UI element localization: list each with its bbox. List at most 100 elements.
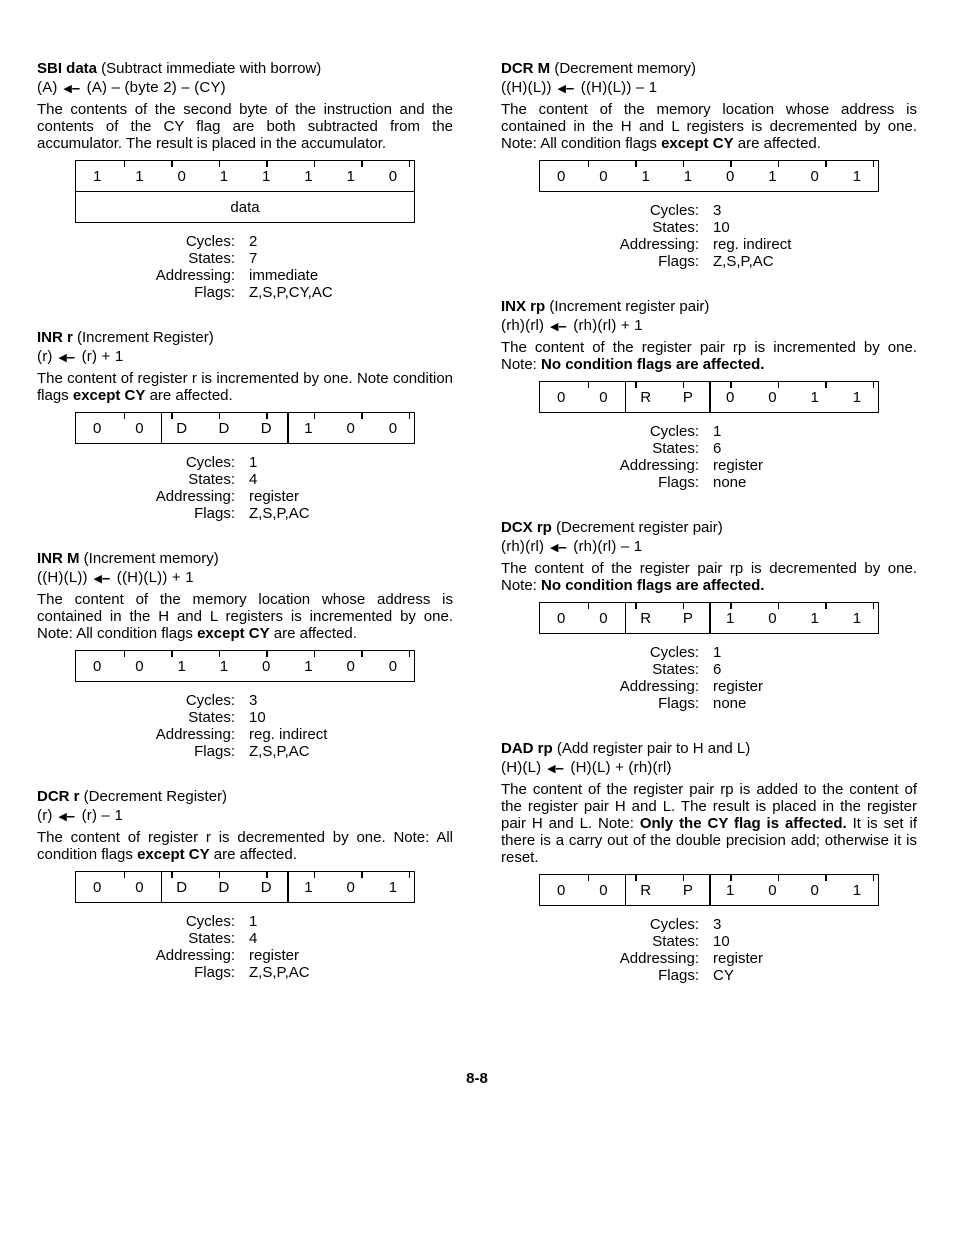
sbi-opcode-bit-4: 1 [245,161,287,191]
dcx_rp-name: DCX rp [501,519,552,536]
dcr_r-opcode-row-0: 00DDD101 [75,871,415,903]
dcr_m-spec-value-flags: Z,S,P,AC [713,253,839,270]
inr_r-spec: Cycles:1States:4Addressing:registerFlags… [115,454,375,522]
left-arrow-icon: ◂– [551,538,567,556]
inr_r-opcode-bit-7: 0 [372,413,414,443]
inr_r-opcode-bit-5: 1 [287,413,329,443]
inx_rp-header: INX rp (Increment register pair) [501,298,917,315]
dcr_m-opcode-bit-5: 1 [751,161,793,191]
dcx_rp-spec: Cycles:1States:6Addressing:registerFlags… [579,644,839,712]
dad_rp-opcode-bit-6: 0 [794,875,836,905]
inr_m-spec-value-addressing: reg. indirect [249,726,375,743]
inx_rp-operation: (rh)(rl) ◂– (rh)(rl) + 1 [501,317,917,335]
sbi-spec: Cycles:2States:7Addressing:immediateFlag… [115,233,375,301]
dcr_r-spec-row-states: States:4 [115,930,375,947]
inr_r-operation: (r) ◂– (r) + 1 [37,348,453,366]
sbi-opcode-bit-6: 1 [330,161,372,191]
dcr_r-spec-row-cycles: Cycles:1 [115,913,375,930]
dcx_rp-opcode-bit-4: 1 [709,603,751,633]
dcr_m-spec-value-cycles: 3 [713,202,839,219]
dcx_rp-paren: (Decrement register pair) [552,519,723,536]
left-arrow-icon: ◂– [548,759,564,777]
dcr_m-opcode: 00110101 [539,160,879,192]
inx_rp-spec-label-addressing: Addressing: [579,457,713,474]
inr_r-opcode-sep-2 [161,413,163,443]
inr_m-opcode-bit-7: 0 [372,651,414,681]
inx_rp-spec-value-cycles: 1 [713,423,839,440]
dcr_r-spec-value-addressing: register [249,947,375,964]
inx_rp-opcode-sep-2 [625,382,627,412]
dcx_rp-description: The content of the register pair rp is d… [501,560,917,594]
inx_rp-spec-row-cycles: Cycles:1 [579,423,839,440]
sbi-opcode-bit-0: 1 [76,161,118,191]
inr_m-spec-value-states: 10 [249,709,375,726]
dcx_rp-opcode-bit-2: R [625,603,667,633]
dcr_m-spec-value-states: 10 [713,219,839,236]
dcr_r-spec-value-cycles: 1 [249,913,375,930]
inr_r-opcode-sep-5 [287,413,289,443]
inx_rp-opcode: 00RP0011 [539,381,879,413]
dad_rp-spec-label-flags: Flags: [579,967,713,984]
inx_rp-spec-label-cycles: Cycles: [579,423,713,440]
inr_m-spec-label-flags: Flags: [115,743,249,760]
inr_r-spec-label-cycles: Cycles: [115,454,249,471]
dcr_r-spec-row-addressing: Addressing:register [115,947,375,964]
dad_rp-opcode: 00RP1001 [539,874,879,906]
dcr_m-operation: ((H)(L)) ◂– ((H)(L)) – 1 [501,79,917,97]
sbi-opcode-row-0: 11011110 [75,160,415,192]
dcr_m-spec-row-states: States:10 [579,219,839,236]
inx_rp-name: INX rp [501,298,545,315]
inx_rp-paren: (Increment register pair) [545,298,709,315]
sbi-spec-row-cycles: Cycles:2 [115,233,375,250]
inr_m-opcode-bit-4: 0 [245,651,287,681]
dcx_rp-spec-row-cycles: Cycles:1 [579,644,839,661]
instr-inr_m: INR M (Increment memory)((H)(L)) ◂– ((H)… [37,550,453,760]
dad_rp-opcode-row-0: 00RP1001 [539,874,879,906]
inx_rp-opcode-bit-6: 1 [794,382,836,412]
dad_rp-paren: (Add register pair to H and L) [553,740,751,757]
dcr_r-spec: Cycles:1States:4Addressing:registerFlags… [115,913,375,981]
sbi-spec-row-flags: Flags:Z,S,P,CY,AC [115,284,375,301]
inr_r-spec-label-flags: Flags: [115,505,249,522]
inr_r-opcode-bit-4: D [245,413,287,443]
sbi-spec-row-states: States:7 [115,250,375,267]
sbi-opcode-row-1: data [75,192,415,223]
sbi-opcode-bit-1: 1 [118,161,160,191]
dcr_r-spec-label-cycles: Cycles: [115,913,249,930]
sbi-opcode-bit-2: 0 [161,161,203,191]
dad_rp-spec-value-flags: CY [713,967,839,984]
inr_m-spec-value-flags: Z,S,P,AC [249,743,375,760]
dcx_rp-spec-value-addressing: register [713,678,839,695]
dcx_rp-spec-row-flags: Flags:none [579,695,839,712]
dcx_rp-opcode-bit-0: 0 [540,603,582,633]
inr_m-spec: Cycles:3States:10Addressing:reg. indirec… [115,692,375,760]
inx_rp-spec: Cycles:1States:6Addressing:registerFlags… [579,423,839,491]
dad_rp-spec-label-states: States: [579,933,713,950]
inr_r-spec-row-addressing: Addressing:register [115,488,375,505]
dad_rp-opcode-bit-3: P [667,875,709,905]
inr_m-paren: (Increment memory) [80,550,219,567]
dcr_m-spec-row-flags: Flags:Z,S,P,AC [579,253,839,270]
left-arrow-icon: ◂– [64,79,80,97]
inr_r-opcode-bit-0: 0 [76,413,118,443]
inr_r-opcode-bit-1: 0 [118,413,160,443]
dcr_r-opcode-bit-7: 1 [372,872,414,902]
left-arrow-icon: ◂– [558,79,574,97]
inx_rp-spec-label-flags: Flags: [579,474,713,491]
sbi-paren: (Subtract immediate with borrow) [97,60,321,77]
sbi-opcode: 11011110data [75,160,415,223]
dcr_m-opcode-bit-6: 0 [794,161,836,191]
left-arrow-icon: ◂– [551,317,567,335]
inx_rp-spec-row-states: States:6 [579,440,839,457]
dcx_rp-spec-label-flags: Flags: [579,695,713,712]
inx_rp-spec-row-flags: Flags:none [579,474,839,491]
dcr_m-spec-row-cycles: Cycles:3 [579,202,839,219]
dcr_r-spec-label-addressing: Addressing: [115,947,249,964]
inr_r-opcode: 00DDD100 [75,412,415,444]
dad_rp-spec-label-addressing: Addressing: [579,950,713,967]
sbi-spec-value-states: 7 [249,250,375,267]
dcr_r-operation: (r) ◂– (r) – 1 [37,807,453,825]
inr_m-description: The content of the memory location whose… [37,591,453,642]
dcr_m-opcode-row-0: 00110101 [539,160,879,192]
inr_r-opcode-bit-3: D [203,413,245,443]
